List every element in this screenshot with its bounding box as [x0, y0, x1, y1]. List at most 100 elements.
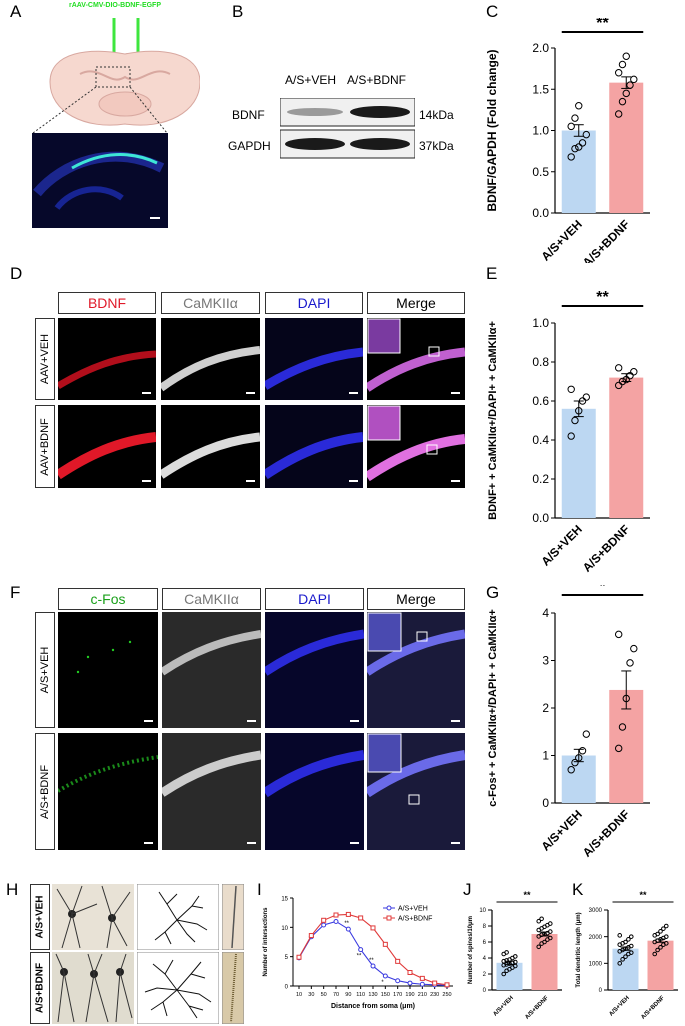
data-point-c: [618, 97, 627, 106]
x-tick-label-e: A/S+VEH: [538, 522, 584, 568]
data-point-e: [626, 371, 634, 380]
y-tick-label-g: 3: [542, 654, 549, 668]
y-tick-label-e: 0.2: [532, 472, 549, 486]
y-tick-label-g: 4: [542, 606, 549, 620]
data-point-c: [622, 52, 630, 60]
y-tick-label-i: 15: [281, 897, 288, 903]
y-tick-label-j: 0: [483, 988, 487, 994]
significance-i: *: [381, 980, 384, 986]
data-point-j: [501, 958, 507, 964]
x-tick-label-i: 250: [442, 992, 451, 998]
data-point-g: [630, 644, 638, 653]
data-point-k: [661, 926, 666, 931]
data-point-g: [582, 730, 591, 738]
y-axis-label-j: Number of spines/10μm: [468, 916, 474, 984]
virus-label: rAAV-CMV-DIO-BDNF-EGFP: [68, 2, 162, 9]
x-tick-label-g: A/S+BDNF: [580, 807, 633, 860]
y-tick-label-e: 0.8: [532, 355, 549, 369]
bar-c: [561, 130, 596, 213]
data-point-k: [623, 954, 628, 959]
data-point-j: [539, 916, 544, 922]
data-point-g: [618, 723, 627, 731]
y-tick-label-c: 2.0: [532, 41, 549, 55]
data-point-j: [512, 954, 518, 959]
tracing-bdnf: [137, 952, 219, 1024]
y-tick-label-i: 5: [285, 955, 289, 961]
blot-kda-bdnf: 14kDa: [419, 108, 454, 122]
y-tick-label-j: 6: [483, 940, 487, 946]
point-bdnf: [444, 982, 450, 988]
point-veh: [333, 918, 339, 924]
y-tick-label-e: 1.0: [532, 316, 549, 330]
y-axis-label-i: Number of intersections: [263, 907, 269, 977]
panel-label-b: B: [232, 2, 244, 21]
data-point-c: [618, 60, 627, 69]
y-tick-label-e: 0.6: [532, 394, 549, 408]
panel-label-h: H: [6, 880, 19, 899]
data-point-j: [539, 932, 544, 938]
data-point-c: [571, 144, 579, 153]
hippocampus-image: [32, 133, 168, 228]
row-f-bdnf: A/S+BDNF: [35, 733, 55, 850]
significance-i: **: [369, 958, 374, 964]
data-point-e: [618, 377, 627, 386]
point-veh: [358, 947, 364, 953]
header-f-cfos: c-Fos: [58, 588, 158, 610]
data-point-c: [575, 143, 583, 151]
y-axis-label-c: BDNF/GAPDH (Fold change): [485, 50, 499, 212]
data-point-k: [620, 957, 625, 962]
x-tick-label-j: A/S+BDNF: [524, 995, 550, 1021]
data-point-e: [630, 368, 638, 376]
point-bdnf: [345, 911, 351, 917]
data-point-j: [504, 958, 509, 963]
row-f-veh: A/S+VEH: [35, 612, 55, 728]
data-point-k: [617, 961, 623, 966]
data-point-k: [617, 933, 623, 938]
x-tick-label-k: A/S+BDNF: [640, 995, 666, 1021]
point-bdnf: [432, 980, 438, 986]
data-point-k: [658, 945, 663, 950]
x-tick-label-c: A/S+BDNF: [580, 217, 633, 263]
header-d-camkii: CaMKIIα: [161, 292, 260, 314]
point-bdnf: [419, 975, 425, 981]
bar-j: [531, 934, 558, 990]
significance-j: **: [523, 890, 531, 900]
data-point-e: [567, 385, 575, 394]
data-point-j: [501, 971, 507, 977]
x-tick-label-c: A/S+VEH: [538, 217, 584, 263]
data-point-j: [512, 959, 518, 965]
x-tick-label-i: 190: [405, 992, 414, 998]
data-point-k: [663, 923, 669, 929]
x-tick-label-e: A/S+BDNF: [580, 522, 633, 575]
x-tick-label-i: 210: [418, 992, 427, 998]
panel-label-f: F: [10, 583, 21, 602]
legend-label-veh: A/S+VEH: [398, 906, 428, 913]
data-point-k: [658, 929, 663, 934]
point-bdnf: [358, 915, 364, 921]
data-point-c: [622, 89, 630, 98]
point-veh: [370, 963, 376, 969]
point-veh: [395, 978, 401, 984]
data-point-j: [547, 935, 553, 941]
micro-f-cfos-bdnf: [58, 733, 158, 850]
data-point-e: [567, 432, 575, 440]
point-veh: [407, 980, 413, 986]
panel-label-i: I: [257, 880, 262, 899]
y-axis-label-k: Total dendritic length (μm): [576, 912, 582, 987]
blot-col-veh: A/S+VEH: [285, 73, 337, 87]
chart-k: 0 1000 2000 3000 A/S+VEH A/S+BDNF ** Total dend…: [576, 890, 678, 1021]
x-tick-label-i: 10: [296, 992, 302, 998]
micro-f-dapi-veh: [265, 612, 364, 728]
golgi-image-veh: [52, 884, 134, 950]
blot-col-bdnf: A/S+BDNF: [347, 73, 407, 87]
x-axis-label-i: Distance from soma (μm): [331, 1003, 415, 1010]
y-tick-label-i: 10: [281, 926, 288, 932]
panel-label-j: J: [463, 880, 472, 899]
bar-k: [647, 940, 674, 990]
point-bdnf: [296, 954, 302, 960]
significance-i: **: [357, 954, 362, 960]
significance-e: **: [596, 289, 609, 306]
data-point-j: [542, 939, 547, 945]
data-point-k: [628, 934, 634, 939]
